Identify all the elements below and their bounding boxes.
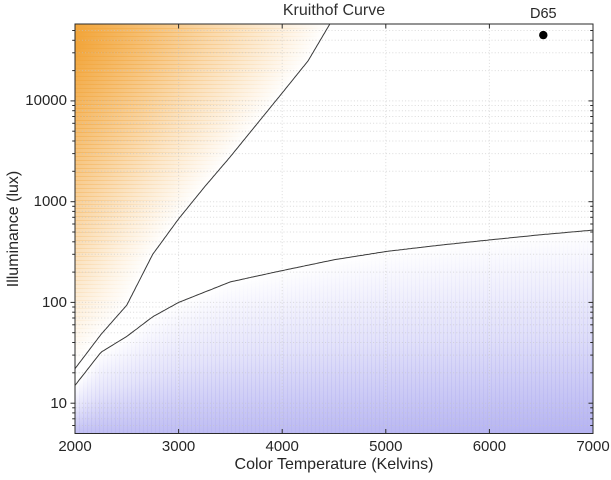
chart-title: Kruithof Curve bbox=[282, 2, 386, 19]
x-tick-label-3000: 3000 bbox=[161, 438, 196, 455]
y-axis-label: Illuminance (lux) bbox=[5, 170, 22, 288]
x-axis-label: Color Temperature (Kelvins) bbox=[234, 456, 434, 473]
lower-boundary-curve bbox=[74, 229, 594, 386]
y-tick-label-100: 100 bbox=[41, 293, 67, 311]
axis-frame bbox=[74, 23, 594, 434]
upper-boundary-curve bbox=[74, 23, 331, 369]
d65-point bbox=[539, 30, 548, 40]
d65-point-label: D65 bbox=[529, 6, 557, 22]
cool-region bbox=[75, 230, 593, 434]
x-tick-label-2000: 2000 bbox=[58, 438, 92, 455]
y-tick-label-1000: 1000 bbox=[33, 193, 67, 211]
x-tick-label-4000: 4000 bbox=[265, 438, 299, 455]
tick-marks bbox=[70, 24, 594, 434]
y-tick-label-10: 10 bbox=[50, 394, 67, 412]
x-tick-label-5000: 5000 bbox=[369, 438, 403, 455]
y-tick-label-10000: 10000 bbox=[25, 92, 67, 110]
x-tick-label-7000: 7000 bbox=[576, 438, 610, 455]
x-tick-label-6000: 6000 bbox=[472, 438, 507, 455]
